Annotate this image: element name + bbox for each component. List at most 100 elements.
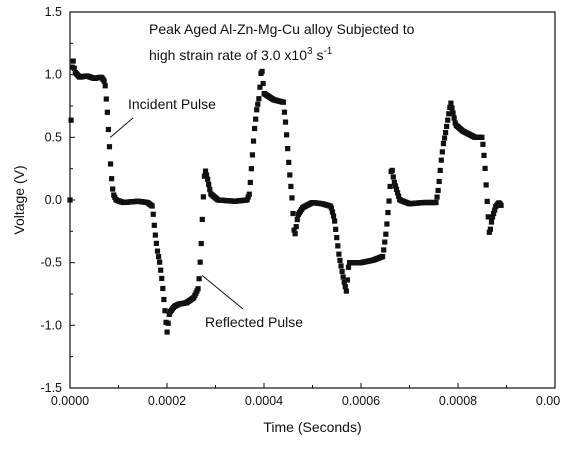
data-point xyxy=(448,100,454,106)
data-point xyxy=(392,183,399,189)
data-point xyxy=(386,198,392,204)
data-point xyxy=(102,83,108,89)
data-point xyxy=(105,126,112,133)
data-point xyxy=(71,65,77,71)
data-point xyxy=(196,276,202,282)
x-tick-label: 0.0004 xyxy=(245,394,283,408)
data-point xyxy=(155,254,162,260)
description-line-2-main: high strain rate of 3.0 x10 xyxy=(149,47,307,63)
data-point xyxy=(343,288,349,294)
data-point xyxy=(164,329,170,335)
x-tick-label: 0.0006 xyxy=(342,394,380,408)
data-point xyxy=(154,248,161,254)
description-exponent-2: -1 xyxy=(323,46,332,57)
data-point xyxy=(250,138,257,144)
data-point xyxy=(245,194,251,200)
data-point xyxy=(446,111,452,117)
data-point xyxy=(382,239,388,245)
data-point xyxy=(481,152,487,158)
data-point xyxy=(332,218,338,224)
data-point xyxy=(257,84,263,90)
data-point xyxy=(253,116,259,122)
x-tick-label: 0.0008 xyxy=(439,394,477,408)
y-tick-label: -1.0 xyxy=(40,318,62,332)
data-point xyxy=(150,211,156,217)
y-tick-label: 0.5 xyxy=(45,130,62,144)
data-point xyxy=(450,110,456,116)
data-point xyxy=(437,167,443,174)
data-point xyxy=(287,172,293,178)
data-point xyxy=(479,134,485,140)
data-point xyxy=(281,109,288,115)
data-point xyxy=(207,186,213,193)
data-point xyxy=(104,109,110,115)
data-point xyxy=(438,157,444,163)
data-point xyxy=(203,172,210,178)
data-point xyxy=(344,277,351,283)
data-point xyxy=(330,213,337,219)
description-exponent-1: 3 xyxy=(307,46,313,57)
data-point xyxy=(391,179,397,186)
description-unit: s xyxy=(313,47,324,63)
data-point xyxy=(387,183,393,190)
data-point xyxy=(246,191,252,197)
data-point xyxy=(342,284,348,290)
data-point xyxy=(162,308,168,314)
data-point xyxy=(244,197,250,203)
data-point xyxy=(385,209,391,216)
data-point xyxy=(292,231,298,237)
data-point xyxy=(200,194,206,200)
data-point xyxy=(444,123,450,130)
reflected-pulse-label: Reflected Pulse xyxy=(205,314,303,330)
x-axis-ticks: 0.0000 0.0002 0.0004 0.0006 0.0008 0.0010 xyxy=(51,383,561,408)
data-point xyxy=(157,259,163,265)
data-point xyxy=(103,96,109,102)
data-point xyxy=(70,58,76,64)
data-point xyxy=(393,186,400,192)
data-point xyxy=(153,240,160,246)
data-point xyxy=(339,268,345,275)
data-point xyxy=(338,263,344,269)
y-axis-label: Voltage (V) xyxy=(11,165,27,234)
data-point xyxy=(280,99,286,105)
data-point xyxy=(489,214,496,220)
data-point xyxy=(340,274,346,280)
data-point xyxy=(491,210,497,217)
data-point xyxy=(255,101,261,107)
data-point xyxy=(290,210,296,217)
data-point xyxy=(439,149,445,155)
data-point xyxy=(106,144,113,150)
x-tick-label: 0.0002 xyxy=(148,394,186,408)
data-point xyxy=(329,209,336,215)
data-point xyxy=(335,243,341,249)
data-point xyxy=(337,257,343,264)
data-point xyxy=(291,227,297,233)
data-point xyxy=(197,259,203,265)
data-point xyxy=(206,181,212,188)
data-point xyxy=(149,203,155,209)
data-point xyxy=(480,141,486,147)
data-point xyxy=(484,198,490,204)
data-point xyxy=(260,80,266,87)
data-point xyxy=(449,105,455,111)
data-point xyxy=(396,193,402,199)
data-point xyxy=(328,205,335,211)
data-point xyxy=(247,179,253,186)
y-tick-label: 1.5 xyxy=(45,5,62,19)
data-point xyxy=(334,235,340,241)
data-point xyxy=(294,216,300,223)
data-point xyxy=(482,165,488,172)
data-point xyxy=(485,214,491,220)
description-line-2: high strain rate of 3.0 x103 s-1 xyxy=(149,46,333,63)
y-tick-label: 1.0 xyxy=(45,68,62,82)
data-point xyxy=(380,253,386,260)
x-tick-label: 0.0010 xyxy=(536,394,561,408)
data-point xyxy=(434,194,440,200)
data-point xyxy=(345,264,352,270)
data-point xyxy=(248,166,254,172)
data-point xyxy=(195,286,201,292)
data-point xyxy=(110,186,116,192)
data-point xyxy=(152,232,158,238)
data-point xyxy=(498,202,504,208)
